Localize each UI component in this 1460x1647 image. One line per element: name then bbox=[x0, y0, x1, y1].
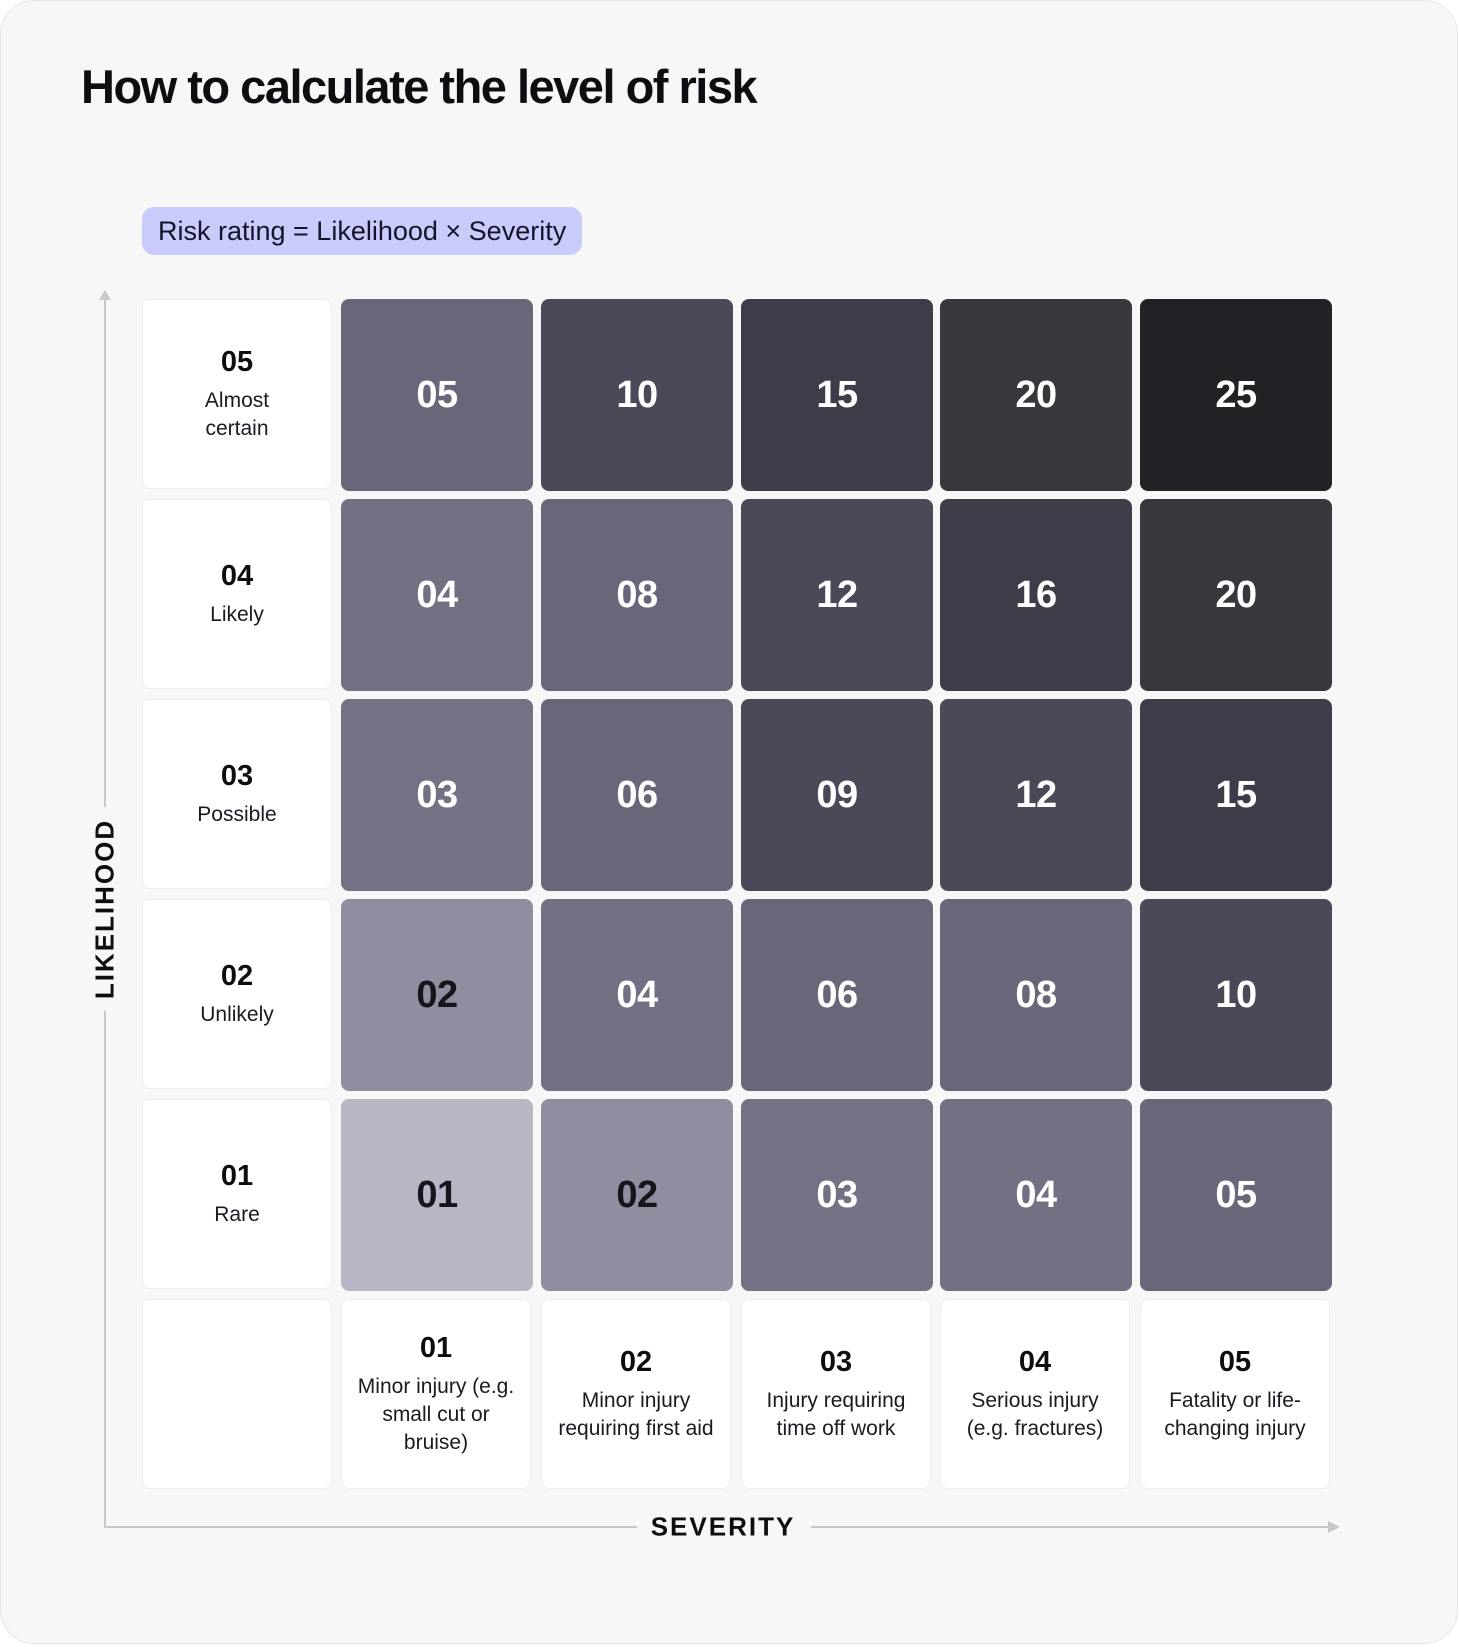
likelihood-label-01: 01 Rare bbox=[142, 1099, 332, 1289]
severity-label-04: 04 Serious injury (e.g. fractures) bbox=[940, 1299, 1130, 1489]
likelihood-axis-label: LIKELIHOOD bbox=[89, 818, 120, 1000]
risk-cell: 25 bbox=[1140, 299, 1332, 491]
risk-cell: 12 bbox=[741, 499, 933, 691]
likelihood-label-05: 05 Almost certain bbox=[142, 299, 332, 489]
risk-cell: 12 bbox=[940, 699, 1132, 891]
likelihood-label-04: 04 Likely bbox=[142, 499, 332, 689]
label-number: 03 bbox=[819, 1345, 853, 1378]
risk-cell: 02 bbox=[541, 1099, 733, 1291]
label-number: 05 bbox=[1218, 1345, 1252, 1378]
risk-cell: 05 bbox=[341, 299, 533, 491]
label-number: 02 bbox=[619, 1345, 653, 1378]
likelihood-label-02: 02 Unlikely bbox=[142, 899, 332, 1089]
risk-cell: 08 bbox=[940, 899, 1132, 1091]
label-number: 04 bbox=[220, 559, 254, 592]
severity-label-05: 05 Fatality or life-changing injury bbox=[1140, 1299, 1330, 1489]
label-description: Injury requiring time off work bbox=[766, 1388, 906, 1440]
risk-cell: 03 bbox=[741, 1099, 933, 1291]
label-number: 02 bbox=[220, 959, 254, 992]
formula-badge: Risk rating = Likelihood × Severity bbox=[142, 207, 583, 255]
risk-cell: 04 bbox=[541, 899, 733, 1091]
label-description: Likely bbox=[210, 602, 264, 626]
label-description: Rare bbox=[214, 1202, 260, 1226]
likelihood-label-03: 03 Possible bbox=[142, 699, 332, 889]
label-description: Possible bbox=[197, 802, 277, 826]
label-number: 04 bbox=[1018, 1345, 1052, 1378]
severity-label-03: 03 Injury requiring time off work bbox=[741, 1299, 931, 1489]
risk-cell: 16 bbox=[940, 499, 1132, 691]
risk-cell: 06 bbox=[741, 899, 933, 1091]
x-axis-arrowhead bbox=[1328, 1521, 1340, 1533]
page-title: How to calculate the level of risk bbox=[81, 60, 758, 113]
label-description: Minor injury requiring first aid bbox=[558, 1388, 714, 1440]
risk-cell: 20 bbox=[1140, 499, 1332, 691]
label-description: Serious injury (e.g. fractures) bbox=[966, 1388, 1104, 1440]
label-number: 05 bbox=[220, 345, 254, 378]
risk-cell: 09 bbox=[741, 699, 933, 891]
label-description: Unlikely bbox=[200, 1002, 274, 1026]
risk-cell: 04 bbox=[940, 1099, 1132, 1291]
y-axis-arrowhead bbox=[99, 290, 111, 300]
risk-cell: 01 bbox=[341, 1099, 533, 1291]
risk-cell: 08 bbox=[541, 499, 733, 691]
label-number: 03 bbox=[220, 759, 254, 792]
severity-axis-label: SEVERITY bbox=[650, 1511, 796, 1542]
label-description: Almost certain bbox=[204, 388, 270, 440]
risk-cell: 10 bbox=[541, 299, 733, 491]
severity-label-02: 02 Minor injury requiring first aid bbox=[541, 1299, 731, 1489]
severity-label-01: 01 Minor injury (e.g. small cut or bruise… bbox=[341, 1299, 531, 1489]
label-description: Fatality or life-changing injury bbox=[1164, 1388, 1306, 1440]
risk-cell: 15 bbox=[1140, 699, 1332, 891]
risk-cell: 04 bbox=[341, 499, 533, 691]
risk-cell: 02 bbox=[341, 899, 533, 1091]
risk-cell: 06 bbox=[541, 699, 733, 891]
label-number: 01 bbox=[220, 1159, 254, 1192]
risk-cell: 20 bbox=[940, 299, 1132, 491]
label-description: Minor injury (e.g. small cut or bruise) bbox=[357, 1374, 515, 1454]
risk-cell: 15 bbox=[741, 299, 933, 491]
risk-cell: 05 bbox=[1140, 1099, 1332, 1291]
label-number: 01 bbox=[419, 1331, 453, 1364]
empty-corner-cell bbox=[142, 1299, 332, 1489]
risk-cell: 10 bbox=[1140, 899, 1332, 1091]
risk-cell: 03 bbox=[341, 699, 533, 891]
